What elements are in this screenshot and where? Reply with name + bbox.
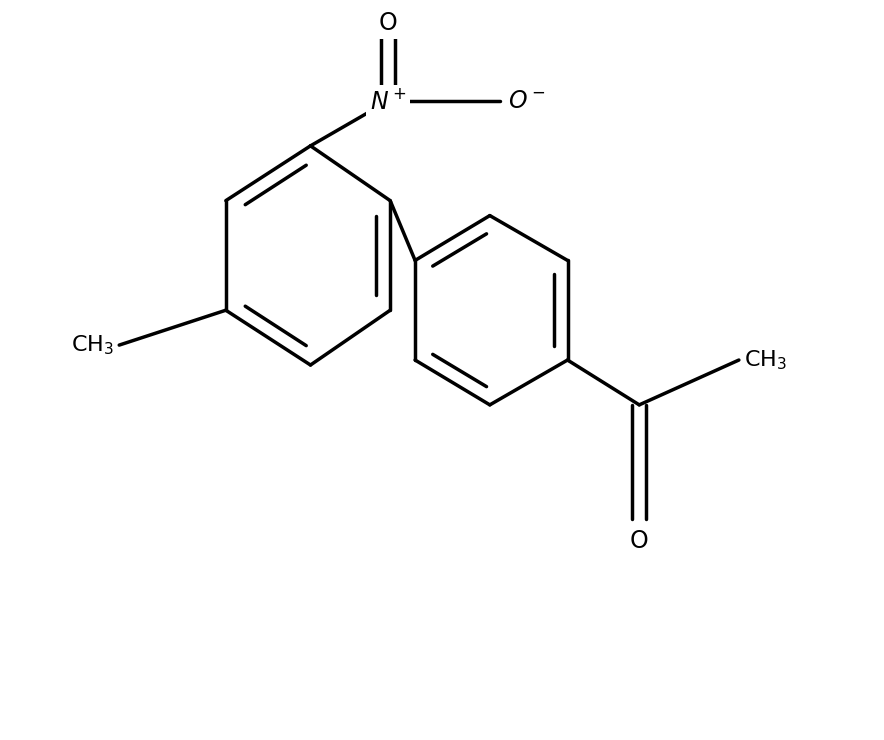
Text: O: O — [630, 529, 649, 554]
Text: CH$_3$: CH$_3$ — [72, 333, 114, 357]
Text: $N^+$: $N^+$ — [370, 89, 407, 113]
Text: $O^-$: $O^-$ — [507, 89, 545, 113]
Text: CH$_3$: CH$_3$ — [743, 349, 787, 371]
Text: O: O — [379, 11, 398, 36]
